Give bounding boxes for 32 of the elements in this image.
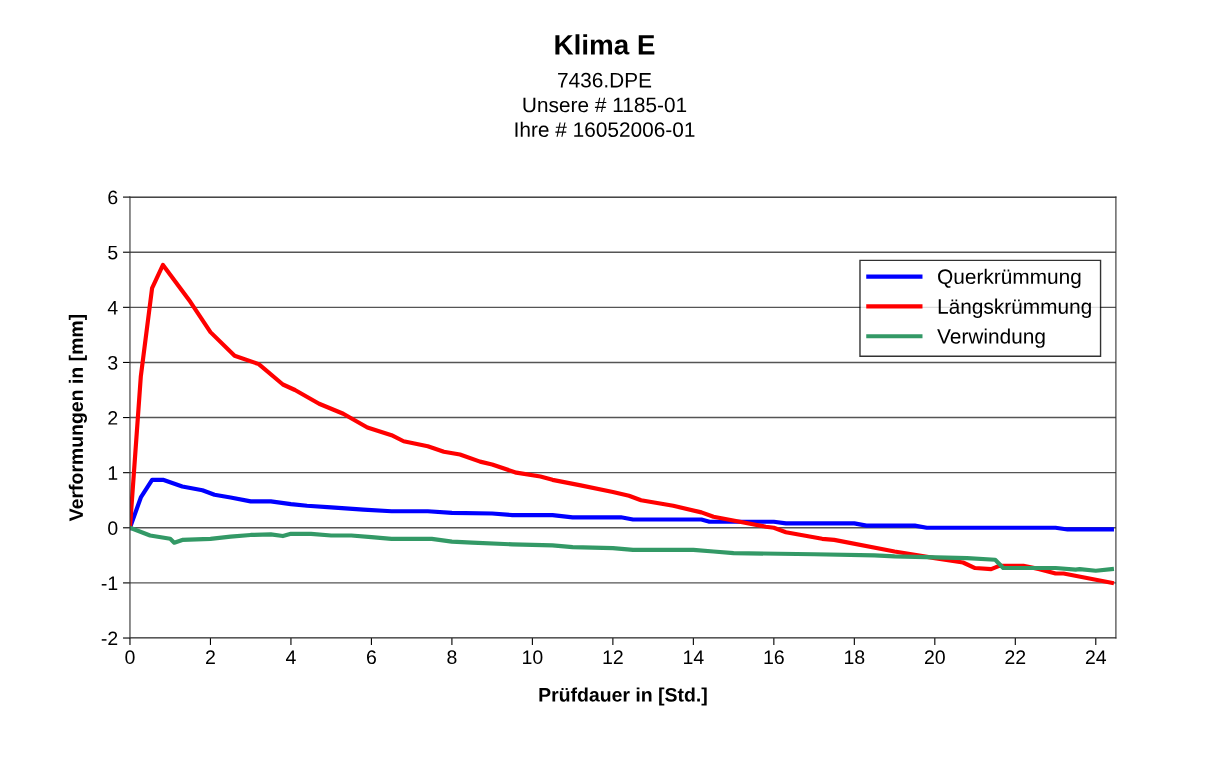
line-series	[129, 477, 1114, 532]
y-tick-label: 1	[108, 466, 118, 480]
chart-title: Klima E	[555, 34, 655, 55]
x-tick-label: 18	[845, 650, 865, 665]
chart-subtitle: 7436.DPE Unsere # 1185-01 Ihre # 16052006-01	[515, 72, 695, 138]
y-tick-label: 5	[108, 245, 118, 260]
legend-label: Längskrümmung	[938, 298, 1091, 319]
y-axis-title: Verformungen in [mm]	[68, 314, 87, 522]
x-tick-label: 2	[206, 650, 215, 664]
y-tick-label: 3	[108, 355, 118, 370]
x-tick-label: 8	[447, 650, 457, 665]
x-tick-label: 6	[367, 650, 376, 665]
line-series	[129, 525, 1114, 573]
x-tick-label: 24	[1085, 650, 1107, 664]
x-axis-title: Prüfdauer in [Std.]	[539, 687, 707, 706]
x-tick-label: 20	[924, 650, 945, 665]
y-tick-label: 0	[108, 521, 118, 536]
line-series	[129, 262, 1114, 585]
y-tick-label: -2	[101, 631, 118, 646]
x-tick-label: 0	[125, 650, 135, 665]
y-tick-label: 4	[107, 301, 118, 315]
y-tick-label: 2	[108, 411, 118, 425]
legend-label: Verwindung	[937, 328, 1045, 348]
x-tick-label: 4	[285, 650, 296, 664]
x-tick-label: 14	[684, 650, 704, 664]
y-tick-label: 6	[108, 190, 118, 205]
x-tick-label: 16	[764, 650, 784, 665]
x-tick-label: 22	[1005, 650, 1026, 664]
legend-label: Querkrümmung	[938, 268, 1081, 289]
x-tick-label: 12	[603, 650, 623, 664]
y-tick-label: -1	[101, 576, 118, 590]
x-tick-label: 10	[523, 650, 543, 665]
